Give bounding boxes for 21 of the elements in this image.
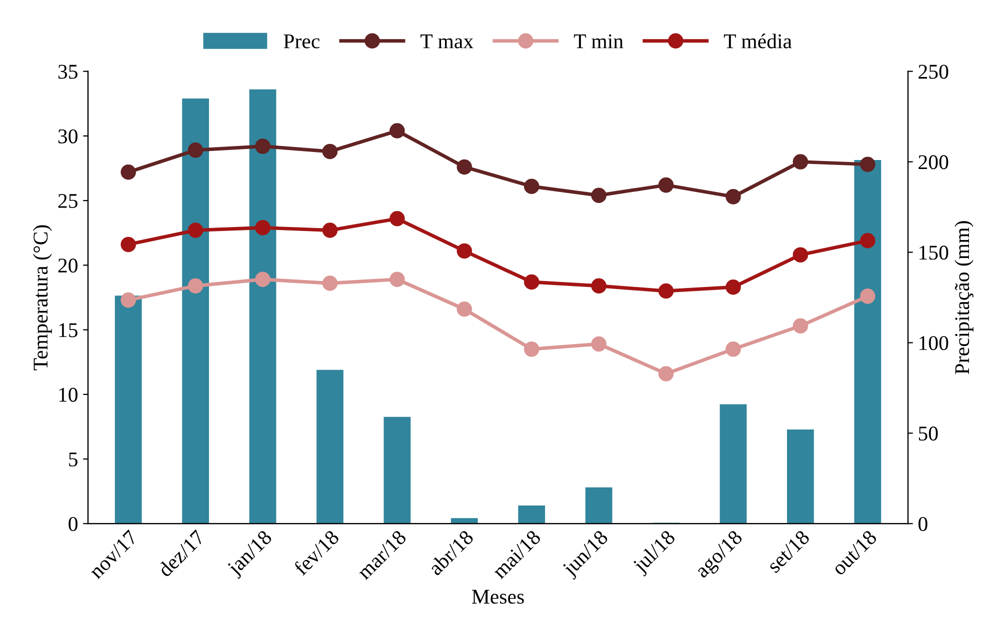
y2-tick-label: 0 <box>918 516 928 532</box>
y-tick-label: 15 <box>59 323 78 338</box>
y2-tick-label: 250 <box>918 64 948 79</box>
y2-tick-label: 50 <box>918 426 938 441</box>
y-axis-title: Temperatura (°C) <box>32 225 52 370</box>
y-tick-label: 25 <box>58 194 78 208</box>
legend-label: T média <box>724 34 792 48</box>
legend-label: T min <box>574 34 624 48</box>
legend-label: Prec <box>284 34 320 48</box>
y2-tick-label: 200 <box>918 155 948 170</box>
y2-tick-label: 100 <box>920 336 948 350</box>
y-tick-label: 10 <box>59 388 78 402</box>
y2-axis-title: Precipitação (mm) <box>954 221 974 374</box>
y-tick-label: 35 <box>58 64 78 79</box>
x-axis-title: Meses <box>472 590 524 604</box>
y-tick-label: 30 <box>58 129 78 144</box>
y-tick-label: 0 <box>68 516 78 532</box>
y-tick-label: 20 <box>58 258 78 273</box>
y2-tick-label: 150 <box>920 246 948 260</box>
legend-label: T max <box>420 34 474 48</box>
y-tick-label: 5 <box>69 452 78 466</box>
